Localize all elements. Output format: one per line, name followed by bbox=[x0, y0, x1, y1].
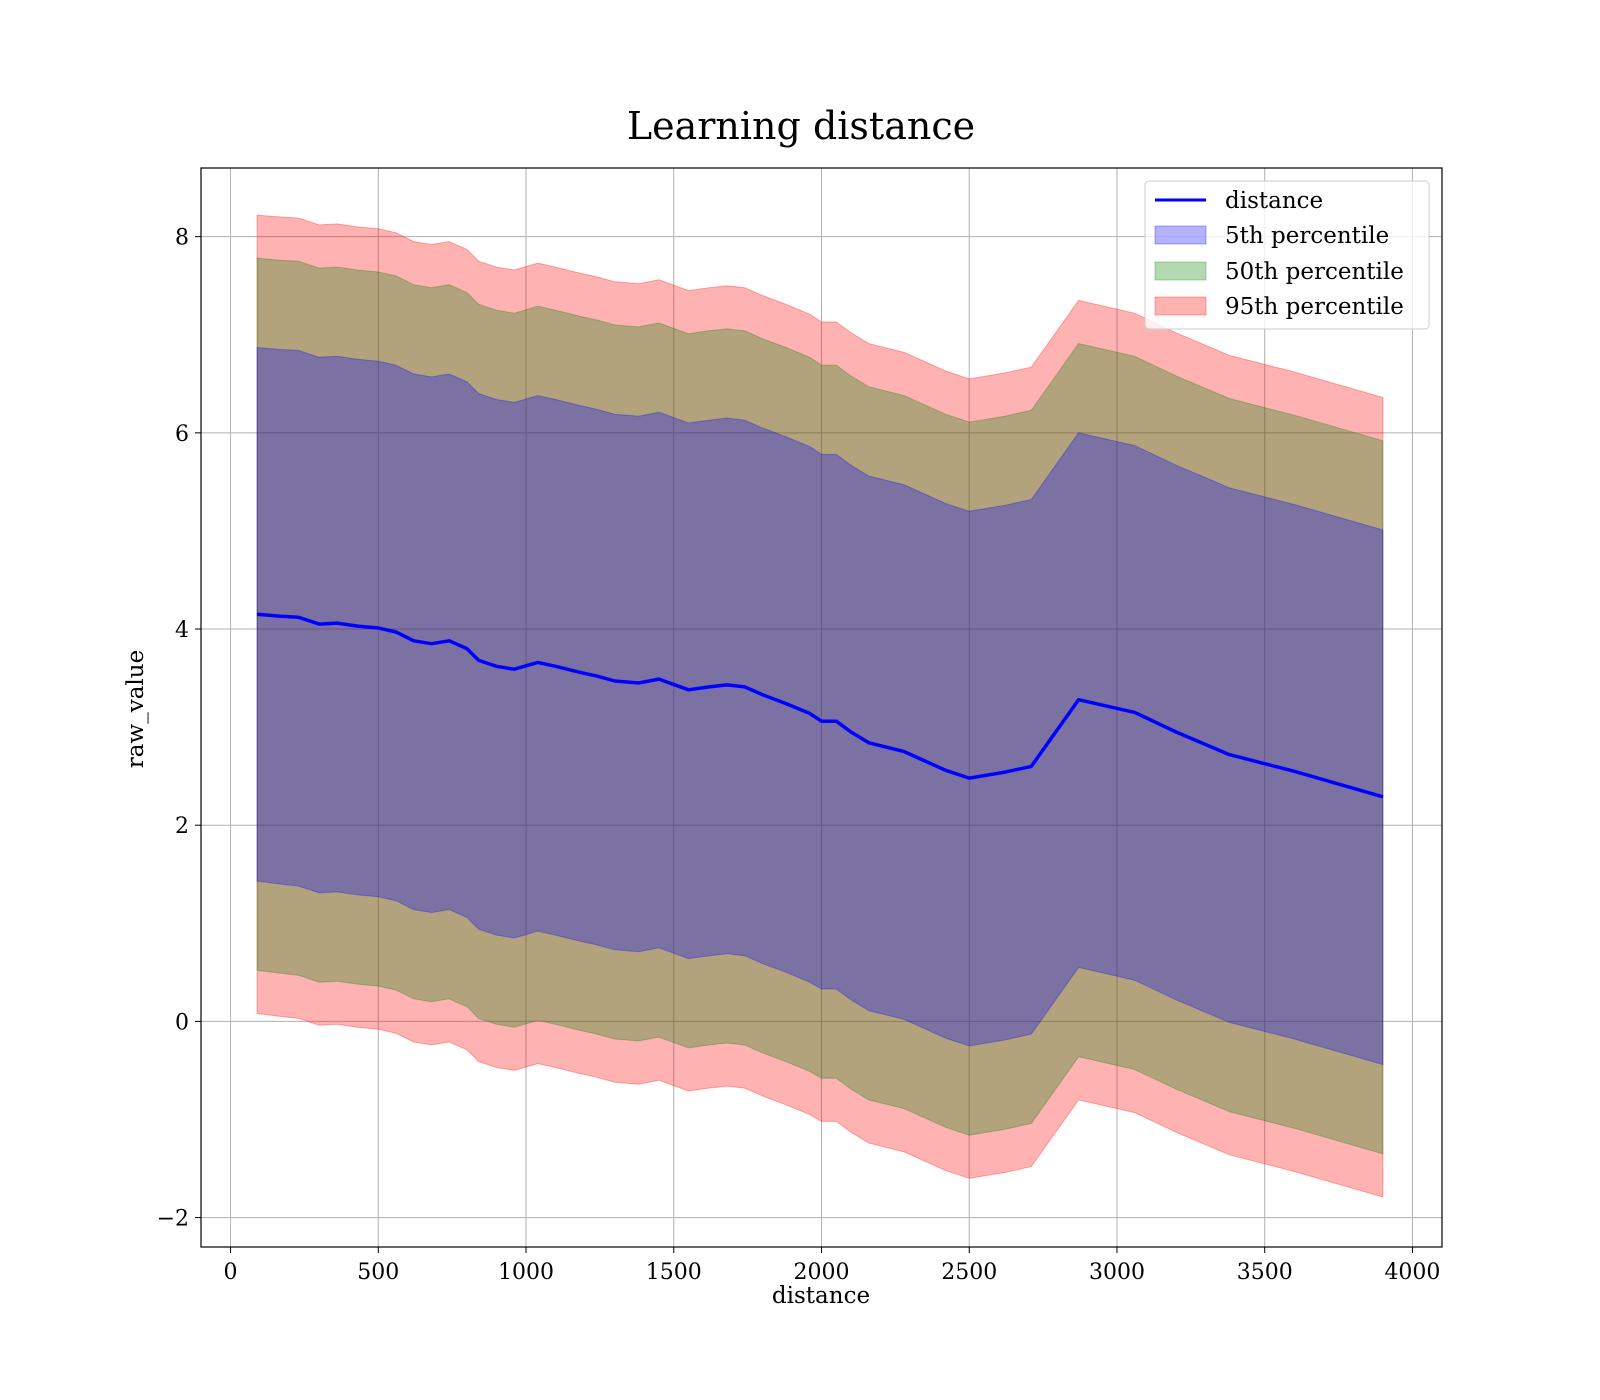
y-ticks: −2 0 2 4 6 8 bbox=[157, 226, 201, 1232]
legend: distance 5th percentile 50th percentile … bbox=[1144, 180, 1430, 330]
legend-label-95th: 95th percentile bbox=[1225, 294, 1404, 320]
legend-label-50th: 50th percentile bbox=[1225, 259, 1404, 285]
y-tick-label: 8 bbox=[175, 226, 189, 251]
legend-label-5th: 5th percentile bbox=[1225, 223, 1389, 249]
y-tick-label: 4 bbox=[175, 618, 189, 643]
y-tick-label: 6 bbox=[175, 422, 189, 447]
x-tick-label: 4000 bbox=[1384, 1260, 1440, 1285]
legend-label-distance: distance bbox=[1225, 188, 1323, 214]
x-tick-label: 3000 bbox=[1089, 1260, 1145, 1285]
percentile-bands bbox=[256, 214, 1384, 1198]
y-tick-label: 2 bbox=[175, 814, 189, 839]
legend-box bbox=[1144, 180, 1430, 330]
x-tick-label: 2000 bbox=[794, 1260, 850, 1285]
x-axis-label: distance bbox=[772, 1283, 870, 1309]
line-distance bbox=[256, 612, 1384, 799]
x-tick-label: 0 bbox=[224, 1260, 238, 1285]
y-tick-label: −2 bbox=[157, 1207, 189, 1232]
x-tick-label: 1500 bbox=[646, 1260, 702, 1285]
x-tick-label: 3500 bbox=[1237, 1260, 1293, 1285]
distance-series bbox=[256, 612, 1384, 799]
band-95th-percentile bbox=[256, 214, 1384, 1198]
band-50th-percentile bbox=[256, 257, 1384, 1155]
legend-band-swatch-95th bbox=[1154, 296, 1207, 316]
chart-title: Learning distance bbox=[627, 104, 975, 148]
y-tick-label: 0 bbox=[175, 1010, 189, 1035]
x-tick-label: 2500 bbox=[941, 1260, 997, 1285]
x-tick-label: 500 bbox=[357, 1260, 399, 1285]
y-axis-label: raw_value bbox=[123, 650, 149, 768]
legend-band-swatch-5th bbox=[1154, 225, 1207, 245]
legend-band-swatch-50th bbox=[1154, 261, 1207, 281]
band-5th-percentile bbox=[256, 346, 1384, 1066]
x-tick-label: 1000 bbox=[498, 1260, 554, 1285]
grid bbox=[201, 168, 1442, 1247]
x-ticks: 0 500 1000 1500 2000 2500 3000 3500 4000 bbox=[224, 1247, 1440, 1285]
